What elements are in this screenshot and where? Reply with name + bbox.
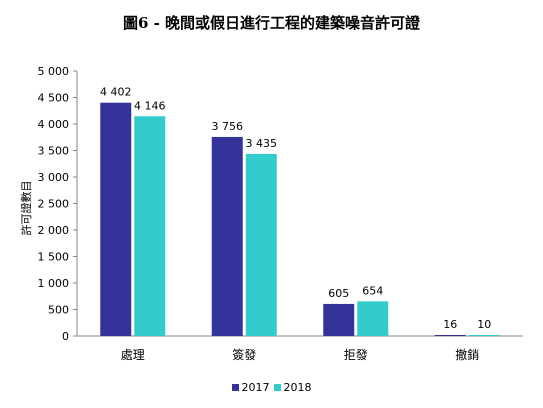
y-tick-label: 4 000 <box>38 118 70 131</box>
bar-2018-2 <box>357 301 389 336</box>
y-tick-label: 500 <box>48 304 69 317</box>
data-label: 10 <box>477 318 491 331</box>
y-tick-label: 2 500 <box>38 198 70 211</box>
y-tick-label: 2 000 <box>38 224 70 237</box>
y-axis-title: 許可證數目 <box>19 181 33 236</box>
y-tick-label: 3 500 <box>38 145 70 158</box>
y-tick-label: 1 500 <box>38 251 70 264</box>
legend-label: 2017 <box>241 381 270 394</box>
chart-title: 圖6 - 晚間或假日進行工程的建築噪音許可證 <box>122 14 421 32</box>
data-label: 654 <box>362 284 383 297</box>
category-label: 處理 <box>121 348 145 362</box>
data-label: 4 402 <box>100 86 132 99</box>
y-tick-label: 5 000 <box>38 65 70 78</box>
y-tick-label: 4 500 <box>38 92 70 105</box>
y-tick-label: 3 000 <box>38 171 70 184</box>
bar-2018-1 <box>245 153 277 336</box>
category-label: 簽發 <box>232 347 256 362</box>
legend-swatch <box>273 384 281 391</box>
legend-swatch <box>231 384 239 391</box>
data-label: 16 <box>443 318 457 331</box>
bar-2017-0 <box>100 102 132 336</box>
data-label: 605 <box>328 287 349 300</box>
bar-2017-2 <box>323 303 355 336</box>
y-tick-label: 0 <box>62 330 69 343</box>
data-label: 3 756 <box>212 120 244 133</box>
legend-item-2018: 2018 <box>273 381 312 394</box>
bar-2017-1 <box>211 136 243 336</box>
bar-2017-3 <box>434 335 466 336</box>
category-label: 撤銷 <box>455 347 479 362</box>
category-label: 拒發 <box>344 347 368 362</box>
y-axis: 0 500 1 000 1 500 2 000 2 500 3 000 3 500 4 000 4… <box>38 65 78 343</box>
data-label: 3 435 <box>246 137 278 150</box>
bar-2018-3 <box>468 335 500 336</box>
y-tick-label: 1 000 <box>38 277 70 290</box>
bars <box>100 102 500 337</box>
bar-2018-0 <box>134 116 166 337</box>
data-label: 4 146 <box>134 99 166 112</box>
legend-label: 2018 <box>283 381 312 394</box>
legend: 2017 2018 <box>0 381 543 394</box>
x-axis: 處理 簽發 拒發 撤銷 <box>77 335 523 362</box>
legend-item-2017: 2017 <box>231 381 270 394</box>
